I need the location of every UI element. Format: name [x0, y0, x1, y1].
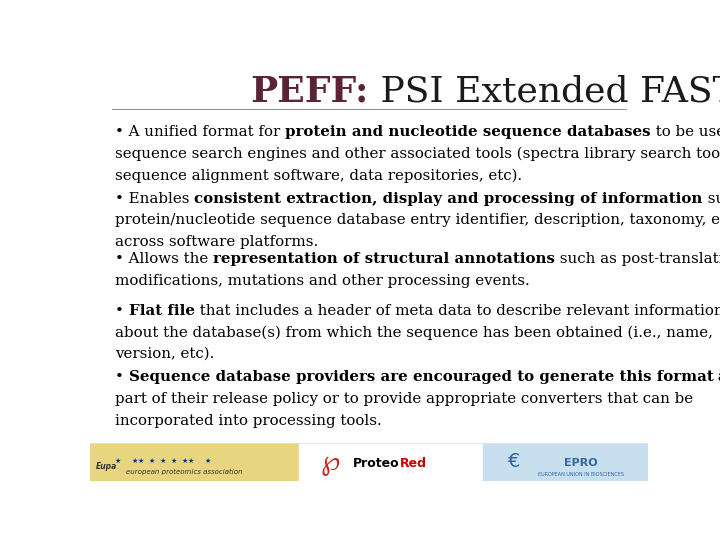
Text: ★: ★ — [159, 457, 166, 463]
Text: such as: such as — [703, 192, 720, 206]
Text: •: • — [115, 304, 129, 318]
Text: ★: ★ — [114, 457, 121, 463]
Bar — [300, 444, 483, 481]
Text: sequence alignment software, data repositories, etc).: sequence alignment software, data reposi… — [115, 168, 522, 183]
Bar — [483, 444, 648, 481]
Text: • Enables: • Enables — [115, 192, 194, 206]
Text: ★: ★ — [204, 457, 210, 463]
Text: Eupa: Eupa — [96, 462, 117, 471]
Text: protein and nucleotide sequence databases: protein and nucleotide sequence database… — [285, 125, 651, 139]
Bar — [90, 444, 648, 481]
Text: representation of structural annotations: representation of structural annotations — [213, 252, 555, 266]
Text: ★: ★ — [132, 457, 138, 463]
Text: ★: ★ — [187, 457, 194, 463]
Text: Sequence database providers are encouraged to generate this format: Sequence database providers are encourag… — [129, 370, 714, 384]
Text: ★: ★ — [137, 457, 143, 463]
Text: • A unified format for: • A unified format for — [115, 125, 285, 139]
Text: modifications, mutations and other processing events.: modifications, mutations and other proce… — [115, 274, 530, 287]
Text: • Allows the: • Allows the — [115, 252, 213, 266]
Text: Red: Red — [400, 456, 427, 470]
Text: european proteomics association: european proteomics association — [126, 468, 243, 475]
Text: to be used by: to be used by — [651, 125, 720, 139]
Text: sequence search engines and other associated tools (spectra library search tools: sequence search engines and other associ… — [115, 147, 720, 161]
Text: that includes a header of meta data to describe relevant information: that includes a header of meta data to d… — [194, 304, 720, 318]
Text: ★: ★ — [171, 457, 177, 463]
Text: ★: ★ — [181, 457, 188, 463]
Text: ℘: ℘ — [320, 448, 340, 476]
Text: PEFF:: PEFF: — [251, 75, 369, 109]
Text: across software platforms.: across software platforms. — [115, 235, 318, 249]
Text: EUROPEAN UNION IN BIOSCIENCES: EUROPEAN UNION IN BIOSCIENCES — [538, 471, 624, 476]
Text: Proteo: Proteo — [353, 456, 400, 470]
Text: incorporated into processing tools.: incorporated into processing tools. — [115, 414, 382, 428]
Bar — [90, 444, 300, 481]
Text: such as post-translational: such as post-translational — [555, 252, 720, 266]
Text: PSI Extended FASTA Format: PSI Extended FASTA Format — [369, 75, 720, 109]
Text: part of their release policy or to provide appropriate converters that can be: part of their release policy or to provi… — [115, 392, 693, 406]
Text: €: € — [508, 452, 521, 471]
Text: •: • — [115, 370, 129, 384]
Text: version, etc).: version, etc). — [115, 347, 215, 361]
Text: as: as — [714, 370, 720, 384]
Text: consistent extraction, display and processing of information: consistent extraction, display and proce… — [194, 192, 703, 206]
Text: protein/nucleotide sequence database entry identifier, description, taxonomy, et: protein/nucleotide sequence database ent… — [115, 213, 720, 227]
Text: Flat file: Flat file — [129, 304, 194, 318]
Text: ★: ★ — [148, 457, 155, 463]
Text: EPRO: EPRO — [564, 458, 598, 468]
Text: about the database(s) from which the sequence has been obtained (i.e., name,: about the database(s) from which the seq… — [115, 326, 713, 340]
